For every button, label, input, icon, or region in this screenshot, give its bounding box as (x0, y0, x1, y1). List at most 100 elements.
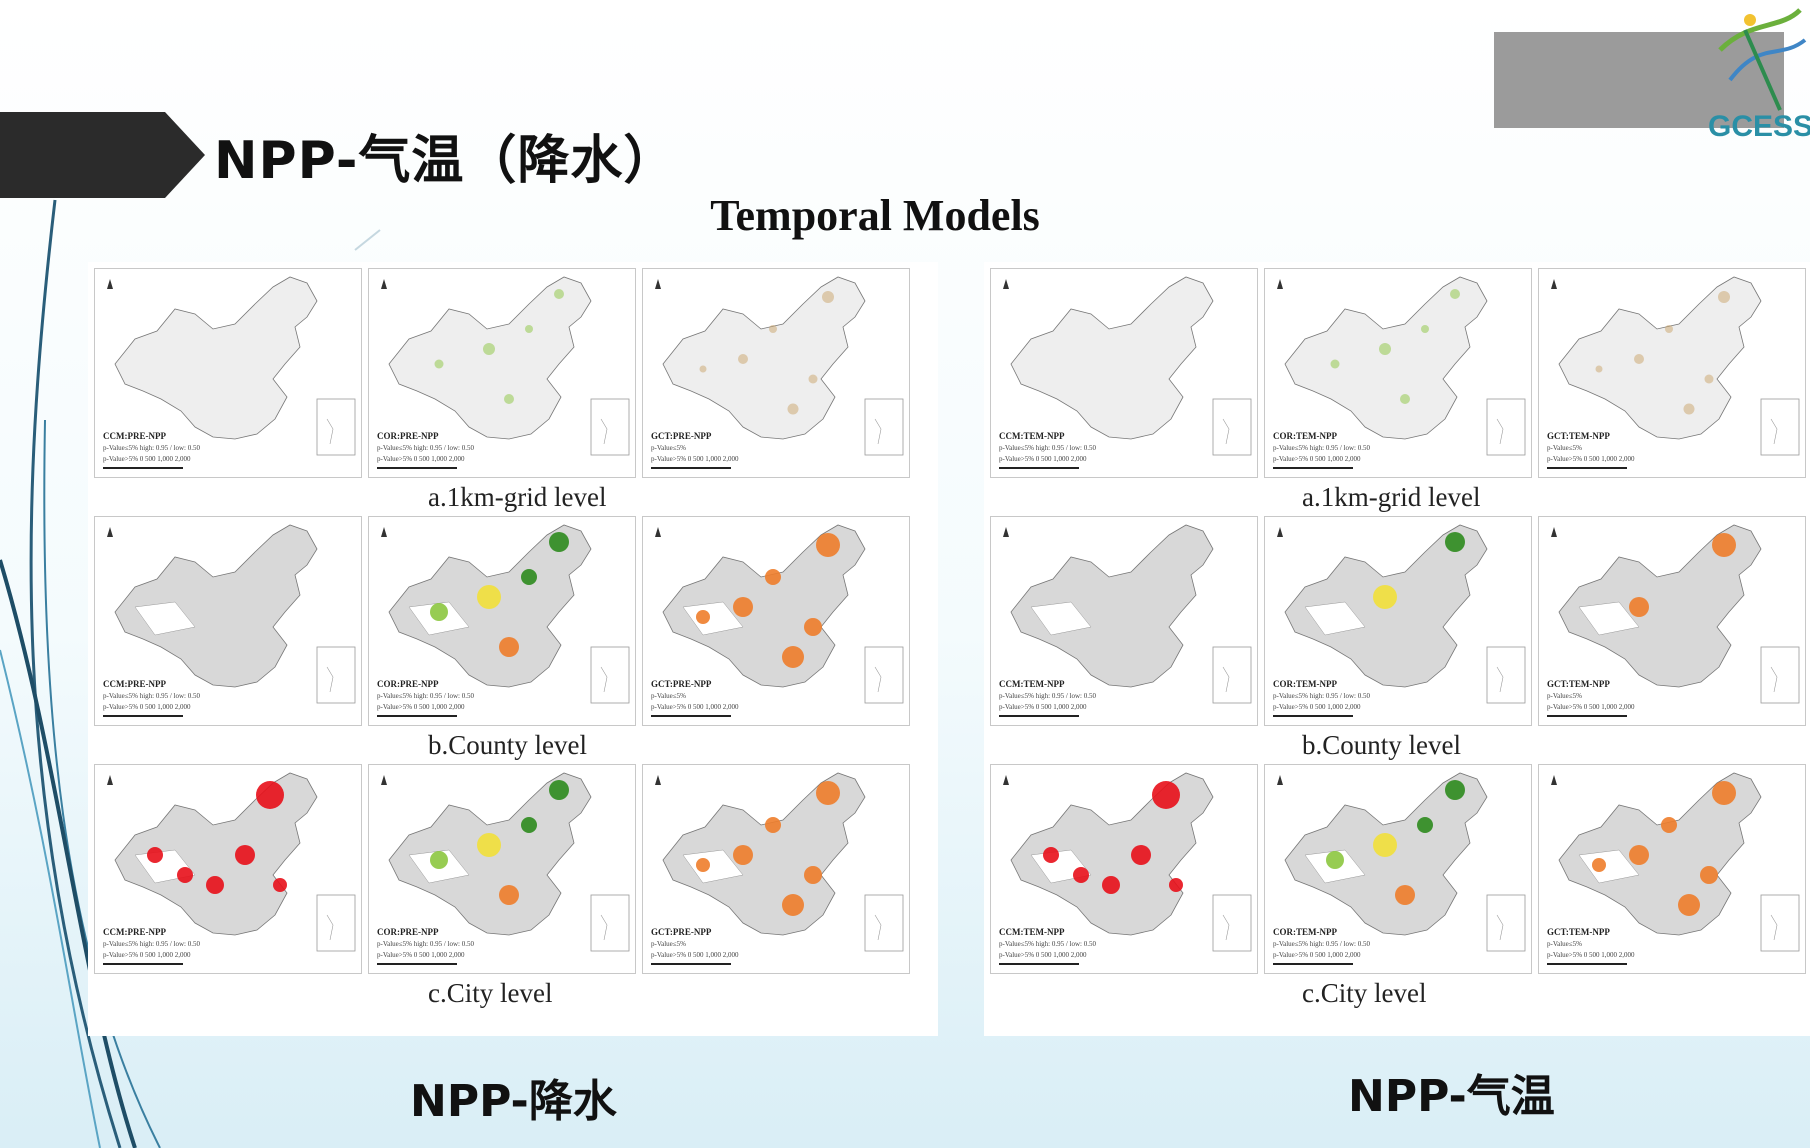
slide-title: NPP-气温（降水） (214, 131, 677, 191)
pvalue-nonsig-label: p-Value>5% 0 500 1,000 2,000 (999, 951, 1087, 959)
pvalue-sig-label: p-Value≤5% high: 0.95 / low: 0.50 (1273, 444, 1370, 452)
china-map-icon (1547, 276, 1800, 469)
map-right-r0-c1: COR:TEM-NPP p-Value≤5% high: 0.95 / low: … (1264, 268, 1532, 478)
pvalue-sig-label: p-Value≤5% high: 0.95 / low: 0.50 (999, 692, 1096, 700)
china-map-icon (999, 276, 1252, 469)
pvalue-sig-label: p-Value≤5% (651, 692, 686, 700)
china-map-icon (103, 524, 356, 717)
map-left-r1-c1: COR:PRE-NPP p-Value≤5% high: 0.95 / low: … (368, 516, 636, 726)
china-map-icon (651, 524, 904, 717)
pvalue-sig-label: p-Value≤5% high: 0.95 / low: 0.50 (999, 940, 1096, 948)
model-label: COR:PRE-NPP (377, 927, 439, 937)
pvalue-sig-label: p-Value≤5% high: 0.95 / low: 0.50 (103, 444, 200, 452)
svg-text:GCESS: GCESS (1708, 110, 1810, 140)
china-map-icon (1547, 524, 1800, 717)
map-left-r2-c0: CCM:PRE-NPP p-Value≤5% high: 0.95 / low: … (94, 764, 362, 974)
row-label: c.City level (1302, 978, 1427, 1008)
china-map-icon (1273, 524, 1526, 717)
map-left-r1-c2: GCT:PRE-NPP p-Value≤5% p-Value>5% 0 500 1,… (642, 516, 910, 726)
pvalue-nonsig-label: p-Value>5% 0 500 1,000 2,000 (103, 703, 191, 711)
model-label: GCT:TEM-NPP (1547, 679, 1610, 689)
model-label: COR:TEM-NPP (1273, 431, 1337, 441)
pvalue-nonsig-label: p-Value>5% 0 500 1,000 2,000 (999, 455, 1087, 463)
china-map-icon (1273, 276, 1526, 469)
model-label: GCT:TEM-NPP (1547, 431, 1610, 441)
pvalue-sig-label: p-Value≤5% (651, 940, 686, 948)
model-label: GCT:PRE-NPP (651, 927, 712, 937)
china-map-icon (103, 276, 356, 469)
row-label: b.County level (428, 730, 587, 760)
map-left-r2-c2: GCT:PRE-NPP p-Value≤5% p-Value>5% 0 500 1,… (642, 764, 910, 974)
panel-npp-precipitation: CCM:PRE-NPP p-Value≤5% high: 0.95 / low: … (88, 262, 938, 1036)
model-label: GCT:PRE-NPP (651, 431, 712, 441)
map-left-r0-c1: COR:PRE-NPP p-Value≤5% high: 0.95 / low: … (368, 268, 636, 478)
pvalue-nonsig-label: p-Value>5% 0 500 1,000 2,000 (1547, 455, 1635, 463)
pvalue-sig-label: p-Value≤5% high: 0.95 / low: 0.50 (103, 692, 200, 700)
pvalue-nonsig-label: p-Value>5% 0 500 1,000 2,000 (1547, 703, 1635, 711)
pvalue-sig-label: p-Value≤5% high: 0.95 / low: 0.50 (103, 940, 200, 948)
china-map-icon (377, 276, 630, 469)
model-label: CCM:PRE-NPP (103, 679, 166, 689)
pvalue-sig-label: p-Value≤5% high: 0.95 / low: 0.50 (999, 444, 1096, 452)
pvalue-sig-label: p-Value≤5% high: 0.95 / low: 0.50 (377, 940, 474, 948)
pvalue-nonsig-label: p-Value>5% 0 500 1,000 2,000 (1273, 455, 1361, 463)
map-right-r1-c1: COR:TEM-NPP p-Value≤5% high: 0.95 / low: … (1264, 516, 1532, 726)
map-right-r2-c2: GCT:TEM-NPP p-Value≤5% p-Value>5% 0 500 1,… (1538, 764, 1806, 974)
map-left-r1-c0: CCM:PRE-NPP p-Value≤5% high: 0.95 / low: … (94, 516, 362, 726)
pvalue-sig-label: p-Value≤5% (1547, 444, 1582, 452)
map-right-r2-c0: CCM:TEM-NPP p-Value≤5% high: 0.95 / low: … (990, 764, 1258, 974)
china-map-icon (651, 772, 904, 965)
china-map-icon (999, 772, 1252, 965)
model-label: COR:PRE-NPP (377, 431, 439, 441)
pvalue-sig-label: p-Value≤5% (651, 444, 686, 452)
pvalue-nonsig-label: p-Value>5% 0 500 1,000 2,000 (1273, 703, 1361, 711)
model-label: CCM:TEM-NPP (999, 679, 1065, 689)
gcess-logo: GCESS (1708, 8, 1810, 140)
map-right-r0-c2: GCT:TEM-NPP p-Value≤5% p-Value>5% 0 500 1,… (1538, 268, 1806, 478)
pvalue-nonsig-label: p-Value>5% 0 500 1,000 2,000 (103, 455, 191, 463)
model-label: CCM:PRE-NPP (103, 431, 166, 441)
china-map-icon (999, 524, 1252, 717)
map-right-r1-c2: GCT:TEM-NPP p-Value≤5% p-Value>5% 0 500 1,… (1538, 516, 1806, 726)
row-label: c.City level (428, 978, 553, 1008)
china-map-icon (377, 772, 630, 965)
map-right-r2-c1: COR:TEM-NPP p-Value≤5% high: 0.95 / low: … (1264, 764, 1532, 974)
model-label: CCM:TEM-NPP (999, 927, 1065, 937)
pvalue-sig-label: p-Value≤5% high: 0.95 / low: 0.50 (1273, 940, 1370, 948)
row-label: a.1km-grid level (428, 482, 607, 512)
china-map-icon (651, 276, 904, 469)
pvalue-sig-label: p-Value≤5% (1547, 940, 1582, 948)
model-label: COR:PRE-NPP (377, 679, 439, 689)
china-map-icon (1273, 772, 1526, 965)
slide-subtitle: Temporal Models (710, 191, 1040, 240)
china-map-icon (377, 524, 630, 717)
pvalue-nonsig-label: p-Value>5% 0 500 1,000 2,000 (377, 455, 465, 463)
model-label: GCT:PRE-NPP (651, 679, 712, 689)
row-label: a.1km-grid level (1302, 482, 1481, 512)
pvalue-sig-label: p-Value≤5% (1547, 692, 1582, 700)
model-label: GCT:TEM-NPP (1547, 927, 1610, 937)
pvalue-nonsig-label: p-Value>5% 0 500 1,000 2,000 (651, 455, 739, 463)
model-label: COR:TEM-NPP (1273, 679, 1337, 689)
pvalue-sig-label: p-Value≤5% high: 0.95 / low: 0.50 (377, 692, 474, 700)
pvalue-sig-label: p-Value≤5% high: 0.95 / low: 0.50 (377, 444, 474, 452)
china-map-icon (1547, 772, 1800, 965)
map-left-r0-c0: CCM:PRE-NPP p-Value≤5% high: 0.95 / low: … (94, 268, 362, 478)
row-label: b.County level (1302, 730, 1461, 760)
map-left-r2-c1: COR:PRE-NPP p-Value≤5% high: 0.95 / low: … (368, 764, 636, 974)
title-arrow-shape (0, 112, 205, 198)
pvalue-nonsig-label: p-Value>5% 0 500 1,000 2,000 (999, 703, 1087, 711)
model-label: CCM:TEM-NPP (999, 431, 1065, 441)
pvalue-sig-label: p-Value≤5% high: 0.95 / low: 0.50 (1273, 692, 1370, 700)
pvalue-nonsig-label: p-Value>5% 0 500 1,000 2,000 (103, 951, 191, 959)
redaction-block (1494, 32, 1784, 128)
map-right-r0-c0: CCM:TEM-NPP p-Value≤5% high: 0.95 / low: … (990, 268, 1258, 478)
pvalue-nonsig-label: p-Value>5% 0 500 1,000 2,000 (1547, 951, 1635, 959)
pvalue-nonsig-label: p-Value>5% 0 500 1,000 2,000 (1273, 951, 1361, 959)
map-left-r0-c2: GCT:PRE-NPP p-Value≤5% p-Value>5% 0 500 1,… (642, 268, 910, 478)
panel-left-caption: NPP-降水 (410, 1076, 617, 1127)
model-label: CCM:PRE-NPP (103, 927, 166, 937)
china-map-icon (103, 772, 356, 965)
pvalue-nonsig-label: p-Value>5% 0 500 1,000 2,000 (377, 951, 465, 959)
